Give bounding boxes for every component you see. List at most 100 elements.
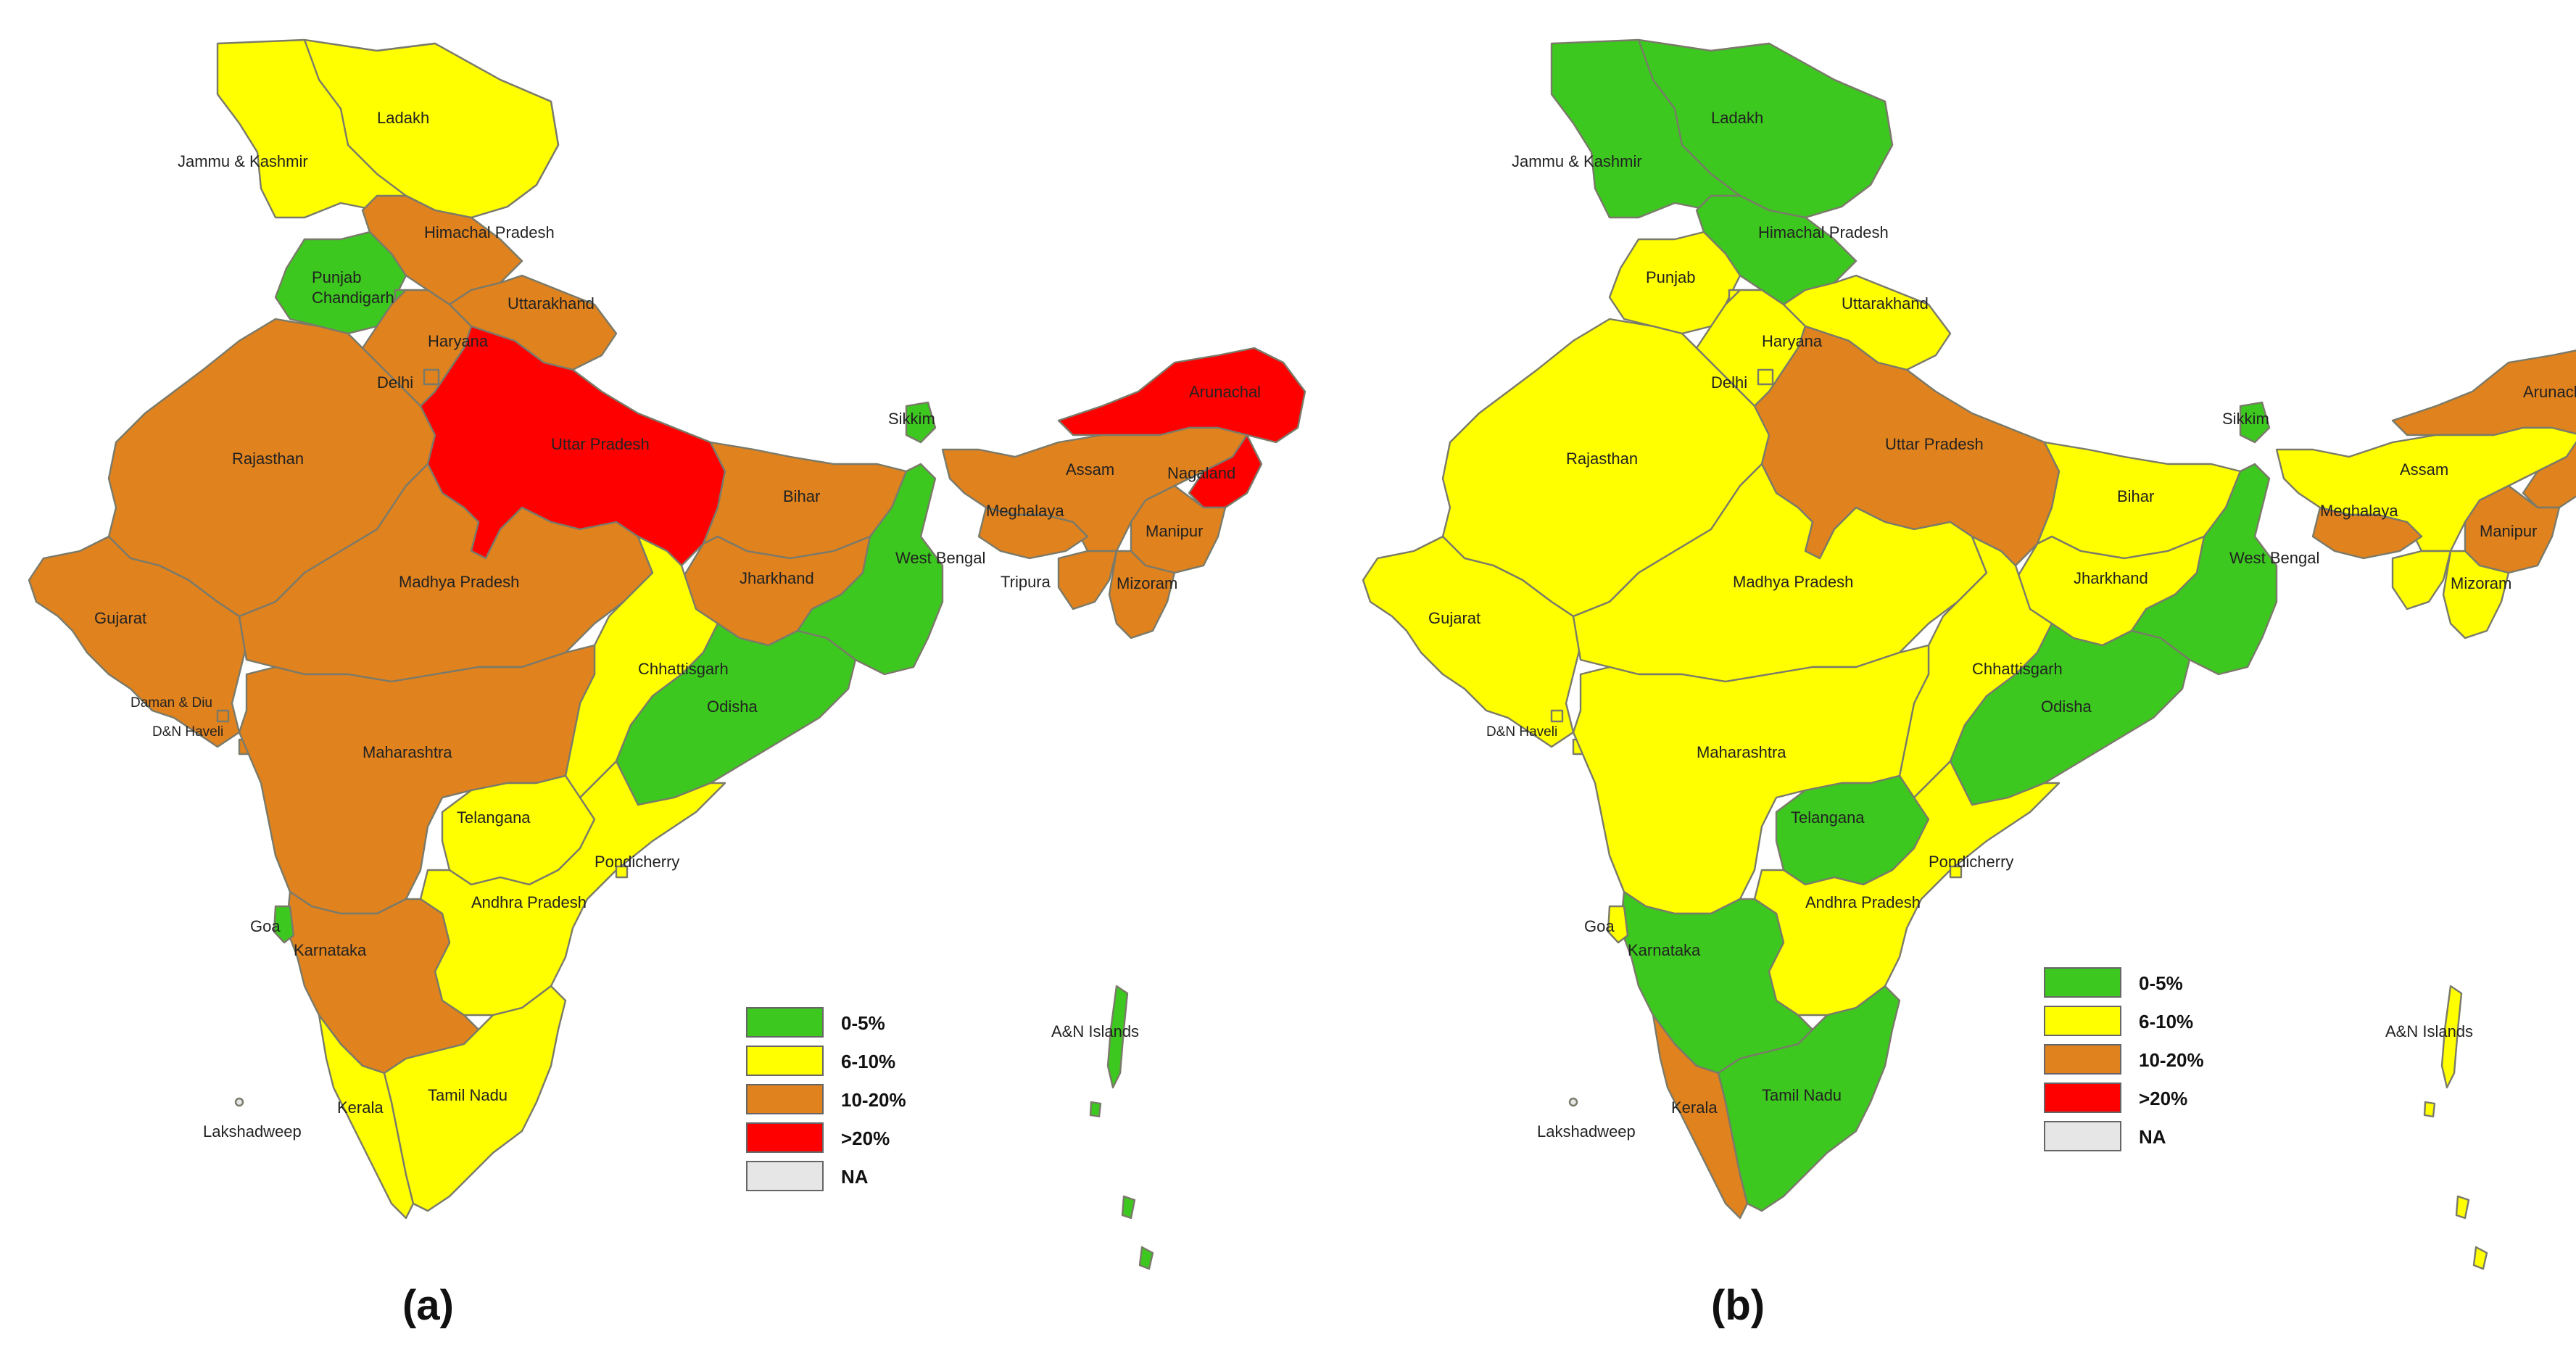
region-ladakh[interactable] xyxy=(1637,38,1894,219)
region-odisha[interactable] xyxy=(1949,622,2191,806)
region-west-bengal[interactable] xyxy=(2130,463,2278,676)
label-dn-haveli: D&N Haveli xyxy=(152,724,223,740)
region-tamil-nadu[interactable] xyxy=(1717,985,1901,1212)
region-sikkim[interactable] xyxy=(905,401,937,444)
label-mizoram: Mizoram xyxy=(2451,574,2511,592)
region-ladakh[interactable] xyxy=(303,38,560,219)
region-daman-diu[interactable] xyxy=(1550,709,1564,723)
label-jharkhand: Jharkhand xyxy=(2074,569,2148,587)
label-chhattisgarh: Chhattisgarh xyxy=(1972,660,2063,678)
region-delhi[interactable] xyxy=(423,368,440,386)
region-kerala[interactable] xyxy=(318,1014,415,1220)
labels-a: Ladakh Jammu & Kashmir Himachal Pradesh Pun… xyxy=(94,109,1261,1141)
label-andhra-pradesh: Andhra Pradesh xyxy=(1805,893,1921,911)
label-sikkim: Sikkim xyxy=(2222,410,2269,428)
label-bihar: Bihar xyxy=(783,487,820,505)
label-meghalaya: Meghalaya xyxy=(2320,502,2398,520)
label-lakshadweep: Lakshadweep xyxy=(203,1122,302,1141)
region-tripura[interactable] xyxy=(2391,550,2452,610)
region-mizoram[interactable] xyxy=(1108,550,1176,639)
region-goa[interactable] xyxy=(1607,905,1629,944)
region-lakshadweep[interactable] xyxy=(1568,1097,1578,1107)
legend-label: >20% xyxy=(2139,1088,2187,1109)
label-chhattisgarh: Chhattisgarh xyxy=(638,660,729,678)
caption-a: (a) xyxy=(402,1282,454,1329)
label-tamil-nadu: Tamil Nadu xyxy=(428,1086,508,1104)
label-manipur: Manipur xyxy=(1146,522,1203,540)
label-tamil-nadu: Tamil Nadu xyxy=(1762,1086,1842,1104)
legend-swatch-20 xyxy=(2044,1083,2121,1113)
legend-swatch-0-5 xyxy=(2044,967,2121,998)
label-kerala: Kerala xyxy=(337,1098,384,1117)
region-meghalaya[interactable] xyxy=(977,506,1089,560)
label-jammu-kashmir: Jammu & Kashmir xyxy=(178,152,308,170)
label-sikkim: Sikkim xyxy=(888,410,935,428)
legend-label: 0-5% xyxy=(841,1012,885,1034)
label-punjab: Punjab xyxy=(312,268,362,286)
region-mizoram[interactable] xyxy=(2442,550,2510,639)
label-kerala: Kerala xyxy=(1671,1098,1718,1117)
legend-swatch-6-10 xyxy=(746,1046,824,1076)
legend-swatch-10-20 xyxy=(746,1084,824,1114)
map-panel-a: Ladakh Jammu & Kashmir Himachal Pradesh Pun… xyxy=(28,38,1306,1270)
label-rajasthan: Rajasthan xyxy=(1566,450,1638,468)
label-uttar-pradesh: Uttar Pradesh xyxy=(551,435,650,453)
label-haryana: Haryana xyxy=(428,332,489,350)
label-an-islands: A&N Islands xyxy=(2385,1022,2473,1040)
label-pondicherry: Pondicherry xyxy=(595,853,679,871)
label-arunachal-pradesh: Arunachal xyxy=(1189,383,1261,401)
caption-b: (b) xyxy=(1711,1282,1765,1329)
label-jharkhand: Jharkhand xyxy=(740,569,814,587)
label-odisha: Odisha xyxy=(2041,698,2092,716)
region-pondicherry[interactable] xyxy=(615,865,629,879)
label-rajasthan: Rajasthan xyxy=(232,450,304,468)
label-odisha: Odisha xyxy=(707,698,758,716)
label-himachal-pradesh: Himachal Pradesh xyxy=(1758,223,1889,241)
region-tripura[interactable] xyxy=(1057,550,1118,610)
legend-label: >20% xyxy=(841,1127,890,1149)
label-delhi: Delhi xyxy=(1711,373,1747,392)
legend-label: 6-10% xyxy=(841,1051,895,1072)
region-lakshadweep[interactable] xyxy=(234,1097,244,1107)
label-ladakh: Ladakh xyxy=(377,109,429,127)
label-karnataka: Karnataka xyxy=(1628,941,1701,959)
label-gujarat: Gujarat xyxy=(1428,609,1480,627)
legend-swatch-10-20 xyxy=(2044,1044,2121,1075)
label-uttar-pradesh: Uttar Pradesh xyxy=(1885,435,1984,453)
legend-label: NA xyxy=(2139,1126,2166,1148)
region-sikkim[interactable] xyxy=(2239,401,2271,444)
label-west-bengal: West Bengal xyxy=(2229,549,2319,567)
legend-swatch-na xyxy=(746,1161,824,1191)
labels-b: Ladakh Jammu & Kashmir Himachal Pradesh Pun… xyxy=(1428,109,2576,1141)
label-chandigarh: Chandigarh xyxy=(312,289,394,307)
label-pondicherry: Pondicherry xyxy=(1929,853,2013,871)
legend-label: 6-10% xyxy=(2139,1011,2193,1032)
label-lakshadweep: Lakshadweep xyxy=(1537,1122,1636,1141)
legend-a: 0-5% 6-10% 10-20% >20% NA xyxy=(746,1007,906,1191)
region-nagaland[interactable] xyxy=(1188,434,1263,509)
region-nagaland[interactable] xyxy=(2522,435,2576,509)
region-odisha[interactable] xyxy=(615,622,857,806)
region-delhi[interactable] xyxy=(1757,368,1774,386)
region-tamil-nadu[interactable] xyxy=(383,985,567,1212)
legend-label: NA xyxy=(841,1166,869,1188)
region-pondicherry[interactable] xyxy=(1949,865,1963,879)
region-gujarat[interactable] xyxy=(1362,535,1582,748)
region-an-islands[interactable] xyxy=(1089,985,1154,1270)
region-goa[interactable] xyxy=(273,905,295,944)
label-nagaland: Nagaland xyxy=(1167,464,1235,482)
label-uttarakhand: Uttarakhand xyxy=(508,294,595,312)
region-meghalaya[interactable] xyxy=(2311,506,2423,560)
legend-swatch-6-10 xyxy=(2044,1006,2121,1036)
region-daman-diu[interactable] xyxy=(216,709,230,723)
label-meghalaya: Meghalaya xyxy=(986,502,1064,520)
region-west-bengal[interactable] xyxy=(796,463,944,676)
label-jammu-kashmir: Jammu & Kashmir xyxy=(1512,152,1642,170)
label-dn-haveli: D&N Haveli xyxy=(1486,724,1557,740)
label-maharashtra: Maharashtra xyxy=(1697,743,1786,761)
label-assam: Assam xyxy=(2400,460,2448,479)
region-gujarat[interactable] xyxy=(28,535,248,748)
label-himachal-pradesh: Himachal Pradesh xyxy=(424,223,555,241)
region-an-islands[interactable] xyxy=(2423,985,2488,1270)
region-kerala[interactable] xyxy=(1652,1014,1749,1220)
